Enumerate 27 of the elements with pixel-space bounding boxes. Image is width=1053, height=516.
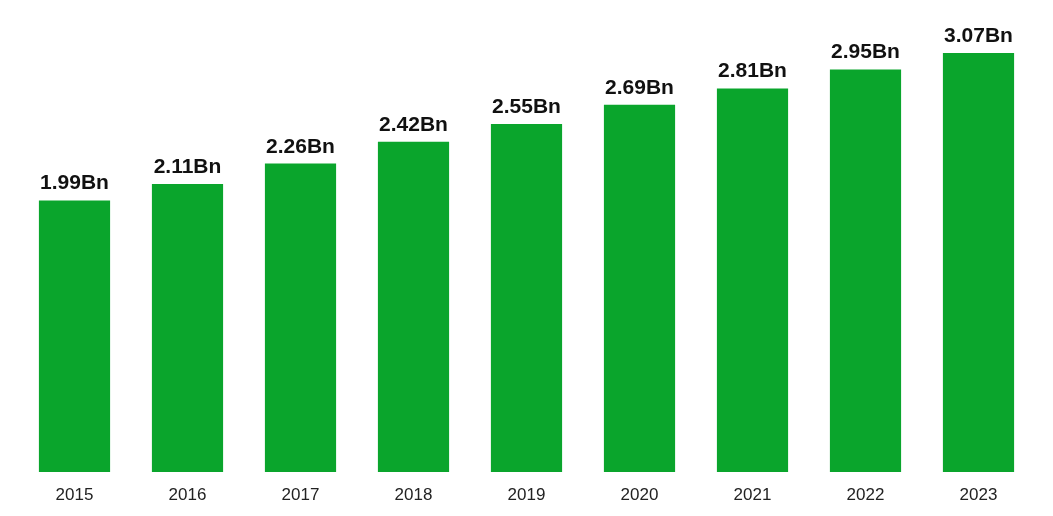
x-tick-label: 2018 [394, 485, 433, 504]
data-label: 2.11Bn [153, 154, 222, 178]
x-tick-label: 2019 [507, 485, 546, 504]
data-label: 2.42Bn [379, 111, 448, 135]
bar [829, 69, 902, 472]
data-label: 2.69Bn [605, 74, 674, 98]
data-label: 2.95Bn [831, 39, 900, 63]
bar [38, 200, 111, 472]
x-tick-label: 2017 [281, 485, 320, 504]
data-label: 1.99Bn [40, 170, 109, 194]
data-label: 2.26Bn [266, 133, 335, 157]
x-tick-label: 2015 [55, 485, 94, 504]
data-label: 2.81Bn [718, 58, 787, 82]
bar [716, 88, 789, 472]
bar [264, 163, 337, 472]
x-tick-label: 2022 [846, 485, 885, 504]
data-label: 3.07Bn [944, 23, 1013, 46]
x-tick-label: 2016 [168, 485, 207, 504]
x-tick-label: 2020 [620, 485, 659, 504]
bar [151, 184, 224, 472]
x-tick-label: 2021 [733, 485, 772, 504]
bar [942, 53, 1015, 472]
bar [490, 123, 563, 472]
bar [603, 104, 676, 472]
bar [377, 141, 450, 472]
data-label: 2.55Bn [492, 93, 561, 117]
x-tick-label: 2023 [959, 485, 998, 504]
